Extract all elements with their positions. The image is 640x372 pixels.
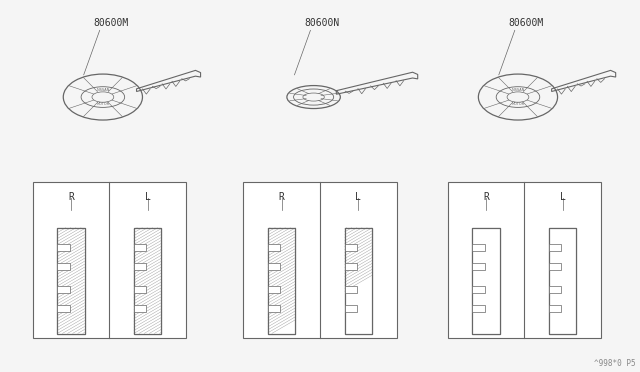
Text: L: L <box>355 192 361 202</box>
Bar <box>472 244 484 251</box>
Text: R: R <box>279 192 285 202</box>
Bar <box>549 305 561 312</box>
Bar <box>33 182 186 338</box>
Bar <box>472 228 500 334</box>
Bar <box>134 305 146 312</box>
Text: 80600M: 80600M <box>93 19 129 29</box>
Bar <box>268 228 296 334</box>
Text: MOTOR: MOTOR <box>511 102 525 106</box>
Bar <box>57 244 70 251</box>
Bar <box>134 228 161 334</box>
Bar <box>134 286 146 293</box>
Bar <box>549 228 577 334</box>
Bar <box>268 286 280 293</box>
Bar <box>268 228 296 334</box>
Text: R: R <box>68 192 74 202</box>
Bar <box>448 182 601 338</box>
Bar <box>549 228 577 334</box>
Text: NISSAN: NISSAN <box>511 89 525 92</box>
Bar <box>134 263 146 270</box>
Text: ^998*0 P5: ^998*0 P5 <box>595 359 636 368</box>
Bar <box>344 305 357 312</box>
Bar <box>344 286 357 293</box>
Bar <box>134 244 146 251</box>
Text: MOTOR: MOTOR <box>96 102 109 106</box>
Bar <box>57 228 84 334</box>
Bar <box>134 228 161 334</box>
Text: L: L <box>145 192 150 202</box>
Bar <box>344 244 357 251</box>
Bar <box>57 263 70 270</box>
Bar <box>57 228 84 334</box>
Bar <box>344 228 372 334</box>
Bar <box>57 305 70 312</box>
Text: R: R <box>483 192 489 202</box>
Bar <box>472 263 484 270</box>
Bar <box>268 263 280 270</box>
Bar <box>472 305 484 312</box>
Text: L: L <box>560 192 566 202</box>
Bar <box>344 228 372 334</box>
Bar <box>268 305 280 312</box>
Bar <box>549 263 561 270</box>
Bar <box>472 286 484 293</box>
Text: NISSAN: NISSAN <box>96 89 109 92</box>
Bar <box>549 286 561 293</box>
Text: 80600N: 80600N <box>304 19 339 29</box>
Bar <box>344 263 357 270</box>
Bar <box>549 244 561 251</box>
Bar <box>472 228 500 334</box>
Bar <box>243 182 397 338</box>
Bar <box>268 244 280 251</box>
Text: 80600M: 80600M <box>508 19 543 29</box>
Bar <box>57 286 70 293</box>
